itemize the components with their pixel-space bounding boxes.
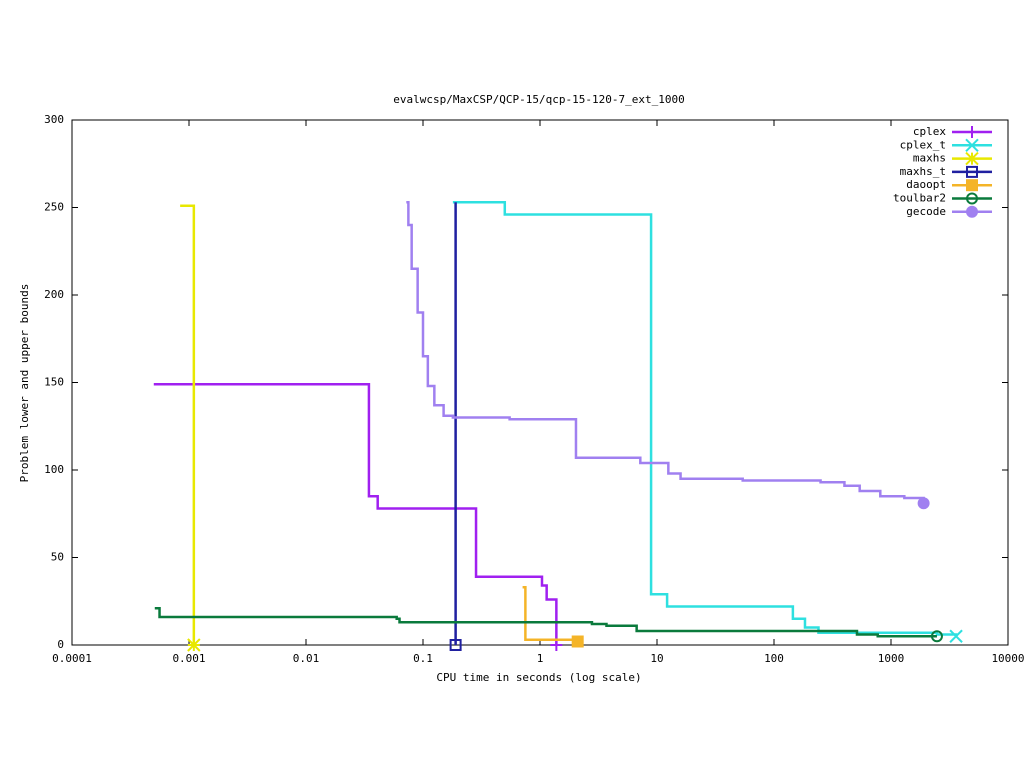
x-tick-label: 1 xyxy=(537,652,544,665)
marker xyxy=(930,630,943,643)
legend-label: maxhs xyxy=(913,152,946,165)
legend-marker xyxy=(966,179,978,192)
legend-marker xyxy=(966,205,978,218)
y-axis-label: Problem lower and upper bounds xyxy=(18,284,31,483)
series-line xyxy=(153,383,558,645)
y-tick-label: 150 xyxy=(44,376,64,389)
y-tick-label: 250 xyxy=(44,201,64,214)
legend-label: cplex xyxy=(913,125,946,138)
legend-marker xyxy=(965,151,979,166)
marker xyxy=(949,629,963,643)
legend-marker xyxy=(966,126,978,138)
legend-label: toulbar2 xyxy=(893,192,946,205)
marker xyxy=(187,638,201,652)
legend-marker xyxy=(966,192,978,205)
legend-label: cplex_t xyxy=(900,138,946,151)
series-line xyxy=(406,201,925,504)
y-tick-label: 300 xyxy=(44,113,64,126)
legend-label: daoopt xyxy=(906,178,946,191)
x-tick-label: 0.01 xyxy=(293,652,320,665)
y-tick-label: 0 xyxy=(57,638,64,651)
x-tick-label: 1000 xyxy=(878,652,905,665)
x-axis-label: CPU time in seconds (log scale) xyxy=(436,671,641,684)
x-tick-label: 0.1 xyxy=(413,652,433,665)
y-tick-label: 50 xyxy=(51,551,64,564)
marker xyxy=(917,497,930,510)
x-tick-label: 0.0001 xyxy=(52,652,92,665)
x-tick-label: 100 xyxy=(764,652,784,665)
chart-title: evalwcsp/MaxCSP/QCP-15/qcp-15-120-7_ext_… xyxy=(393,93,684,106)
legend-marker xyxy=(966,165,978,178)
x-tick-label: 10000 xyxy=(991,652,1024,665)
legend-marker xyxy=(965,138,979,153)
series-line xyxy=(180,204,196,645)
series-line xyxy=(154,607,937,638)
series-line xyxy=(452,201,958,637)
x-tick-label: 10 xyxy=(650,652,663,665)
series-line xyxy=(522,586,579,642)
marker xyxy=(449,639,462,651)
marker xyxy=(571,635,584,648)
legend-label: gecode xyxy=(906,205,946,218)
y-tick-label: 200 xyxy=(44,288,64,301)
y-tick-label: 100 xyxy=(44,463,64,476)
x-tick-label: 0.001 xyxy=(172,652,205,665)
plot-border xyxy=(71,119,1009,646)
legend-label: maxhs_t xyxy=(900,165,946,178)
